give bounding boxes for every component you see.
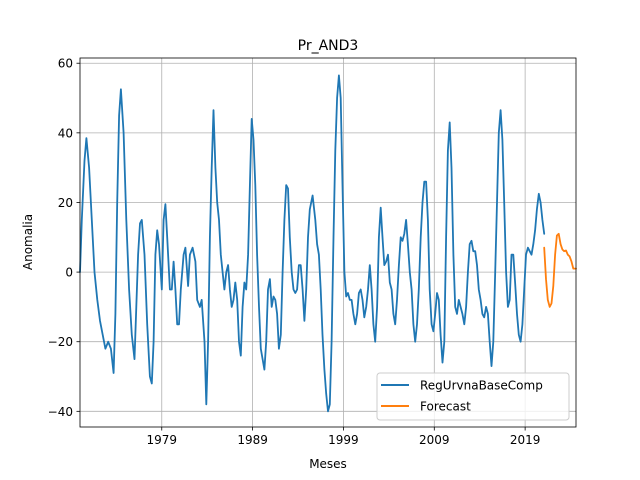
- legend-label-forecast: Forecast: [420, 400, 471, 414]
- y-tick-label: −20: [48, 335, 73, 349]
- y-tick-label: 60: [58, 57, 73, 71]
- y-tick-labels: −40 −20 0 20 40 60: [48, 57, 73, 419]
- y-tick-label: 40: [58, 126, 73, 140]
- x-tick-labels: 1979 1989 1999 2009 2019: [146, 433, 540, 447]
- legend-box: [376, 372, 570, 421]
- legend: RegUrvnaBaseComp Forecast: [376, 372, 570, 421]
- y-axis-label: Anomalia: [21, 214, 35, 270]
- y-tick-label: 0: [65, 266, 73, 280]
- chart-title: Pr_AND3: [298, 38, 359, 54]
- x-tick-label: 2019: [510, 433, 541, 447]
- y-tick-label: −40: [48, 405, 73, 419]
- x-axis-label: Meses: [309, 457, 347, 471]
- axes-frame: [79, 57, 577, 428]
- y-tick-label: 20: [58, 196, 73, 210]
- x-tick-label: 1989: [237, 433, 268, 447]
- tick-marks: [76, 62, 526, 431]
- series-line-regurvnabasecomp: [79, 74, 546, 413]
- plot-area: [79, 74, 577, 413]
- x-tick-label: 2009: [419, 433, 450, 447]
- x-tick-label: 1999: [328, 433, 359, 447]
- x-tick-label: 1979: [146, 433, 177, 447]
- series-line-forecast: [543, 232, 577, 308]
- legend-label-regurvnabasecomp: RegUrvnaBaseComp: [420, 379, 543, 393]
